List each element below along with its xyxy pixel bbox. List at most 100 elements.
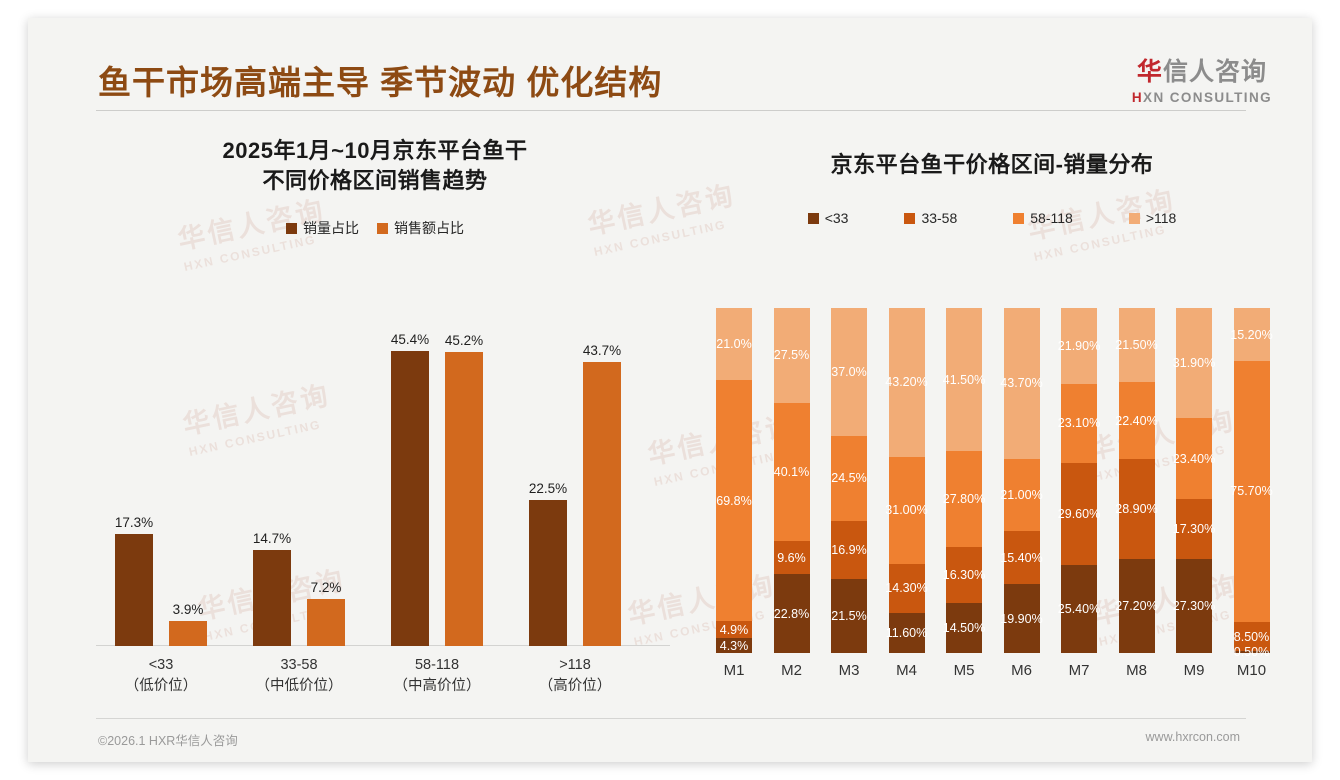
stacked-segment[interactable]: 16.30% <box>943 546 985 604</box>
stacked-segment[interactable]: 8.50% <box>1233 621 1270 652</box>
stacked-bar[interactable]: 21.90% 23.10% 29.60% 25.40% M7 <box>1057 308 1101 679</box>
bar[interactable]: 22.5% <box>529 481 567 646</box>
stacked-bar[interactable]: 41.50% 27.80% 16.30% 14.50% M5 <box>943 308 985 679</box>
bar[interactable]: 45.2% <box>445 333 483 646</box>
stacked-bar[interactable]: 21.0% 69.8% 4.9% 4.3% M1 <box>716 308 752 679</box>
stacked-segment[interactable]: 14.50% <box>943 603 985 653</box>
stacked-segment[interactable]: 22.8% <box>773 574 810 653</box>
stacked-segment[interactable]: 16.9% <box>831 520 867 579</box>
segment-value-label: 24.5% <box>831 471 867 486</box>
stacked-segment[interactable]: 24.5% <box>831 436 867 521</box>
stacked-segment[interactable]: 27.30% <box>1172 558 1216 653</box>
bar-wrapper: 22.5% <box>529 481 567 646</box>
stacked-bar[interactable]: 43.70% 21.00% 15.40% 19.90% M6 <box>1000 308 1043 679</box>
stacked-segment[interactable]: 15.20% <box>1230 308 1273 361</box>
stacked-segment[interactable]: 4.9% <box>716 621 752 639</box>
stacked-segment[interactable]: 21.5% <box>831 578 867 653</box>
segment-value-label: 21.50% <box>1115 338 1158 353</box>
stacked-segment[interactable]: 0.50% <box>1233 645 1270 659</box>
stacked-segment[interactable]: 17.30% <box>1173 499 1215 559</box>
bar[interactable]: 7.2% <box>307 580 345 646</box>
stacked-segment[interactable]: 21.0% <box>716 308 752 381</box>
legend-item[interactable]: 销量占比 <box>286 218 359 238</box>
segment-value-label: 40.1% <box>773 465 810 480</box>
bar[interactable]: 45.4% <box>391 332 429 646</box>
bar-wrapper: 17.3% <box>115 515 153 646</box>
bar-wrapper: 43.7% <box>583 343 621 646</box>
bar-wrapper: 14.7% <box>253 531 291 646</box>
x-axis-label: M6 <box>1011 662 1032 679</box>
legend-swatch-icon <box>904 212 916 224</box>
stacked-segment[interactable]: 19.90% <box>1000 584 1043 653</box>
bar[interactable]: 14.7% <box>253 531 291 646</box>
x-axis-label: M4 <box>896 662 917 679</box>
stacked-segment[interactable]: 28.90% <box>1115 459 1158 560</box>
stacked-segment[interactable]: 69.8% <box>716 380 752 622</box>
x-axis-label: M7 <box>1068 662 1090 679</box>
segment-value-label: 23.10% <box>1057 416 1101 431</box>
legend-label: 33-58 <box>921 210 958 226</box>
stacked-segment[interactable]: 41.50% <box>943 308 985 452</box>
stacked-segment[interactable]: 29.60% <box>1058 463 1100 566</box>
legend-item[interactable]: <33 <box>807 210 848 226</box>
legend-item[interactable]: 销售额占比 <box>377 218 464 238</box>
segment-value-label: 22.40% <box>1115 413 1158 428</box>
segment-value-label: 28.90% <box>1115 502 1158 517</box>
stacked-bar[interactable]: 27.5% 40.1% 9.6% 22.8% M2 <box>773 308 810 679</box>
stacked-segment[interactable]: 37.0% <box>831 308 867 437</box>
left-chart-title-line1: 2025年1月~10月京东平台鱼干 <box>222 138 528 163</box>
stacked-segment[interactable]: 9.6% <box>773 541 810 575</box>
page-title: 鱼干市场高端主导 季节波动 优化结构 <box>98 64 663 101</box>
stacked-segment[interactable]: 27.80% <box>943 451 985 547</box>
stacked-segment[interactable]: 15.40% <box>1000 531 1043 585</box>
segment-value-label: 14.30% <box>885 581 928 596</box>
stacked-segment[interactable]: 22.40% <box>1115 382 1158 460</box>
stacked-segment[interactable]: 14.30% <box>885 563 928 614</box>
bar-value-label: 45.2% <box>444 333 484 349</box>
stacked-segment[interactable]: 21.00% <box>1000 458 1043 532</box>
stacked-segment[interactable]: 27.20% <box>1115 559 1158 653</box>
bar[interactable]: 3.9% <box>169 602 207 646</box>
stacked-bar[interactable]: 37.0% 24.5% 16.9% 21.5% M3 <box>831 308 867 679</box>
stacked-segment[interactable]: 43.70% <box>1000 308 1043 459</box>
x-axis-label: M2 <box>781 662 802 679</box>
legend-item[interactable]: 33-58 <box>904 210 957 226</box>
stacked-segment[interactable]: 4.3% <box>716 638 752 653</box>
right-chart-title: 京东平台鱼干价格区间-销量分布 <box>830 152 1154 177</box>
category-label-main: 58-118 <box>414 657 460 673</box>
legend-item[interactable]: >118 <box>1128 210 1177 226</box>
bar-value-label: 43.7% <box>582 342 622 358</box>
bar-value-label: 14.7% <box>252 531 292 547</box>
legend-item[interactable]: 58-118 <box>1013 210 1073 226</box>
stacked-segment[interactable]: 31.90% <box>1173 308 1215 419</box>
left-chart-panel: 2025年1月~10月京东平台鱼干 不同价格区间销售趋势 销量占比 销售额占比 1… <box>70 136 680 696</box>
segment-value-label: 31.00% <box>885 503 928 518</box>
legend-label: >118 <box>1145 210 1177 226</box>
stacked-segment[interactable]: 21.90% <box>1058 308 1100 384</box>
segment-value-label: 27.30% <box>1172 598 1216 613</box>
stacked-segment[interactable]: 43.20% <box>885 308 928 457</box>
stacked-segment[interactable]: 27.5% <box>773 308 810 403</box>
legend-swatch-icon <box>807 212 819 224</box>
bar[interactable]: 17.3% <box>115 515 153 646</box>
stacked-segment[interactable]: 40.1% <box>773 402 810 542</box>
stacked-bar[interactable]: 31.90% 23.40% 17.30% 27.30% M9 <box>1172 308 1216 679</box>
bar-group: 45.4% 45.2% 58-118 （中高价位） <box>378 321 496 694</box>
stacked-bar[interactable]: 43.20% 31.00% 14.30% 11.60% M4 <box>885 308 928 679</box>
right-chart-legend: <33 33-58 58-118 >118 <box>688 210 1296 226</box>
stacked-bar[interactable]: 15.20% 75.70% 8.50% 0.50% M10 <box>1230 308 1273 679</box>
category-label-main: 33-58 <box>280 657 318 673</box>
stacked-segment[interactable]: 11.60% <box>886 613 927 653</box>
stacked-segment[interactable]: 25.40% <box>1058 565 1100 653</box>
stacked-segment[interactable]: 21.50% <box>1115 308 1158 383</box>
company-logo: 华信人咨询 HXN CONSULTING <box>1132 52 1272 105</box>
segment-value-label: 21.00% <box>1000 488 1043 503</box>
bar[interactable]: 43.7% <box>583 343 621 646</box>
stacked-segment[interactable]: 75.70% <box>1230 360 1273 622</box>
stacked-bar[interactable]: 21.50% 22.40% 28.90% 27.20% M8 <box>1115 308 1158 679</box>
stacked-segment[interactable]: 23.40% <box>1173 418 1215 500</box>
segment-value-label: 0.50% <box>1233 645 1270 660</box>
stacked-segment[interactable]: 31.00% <box>885 456 928 564</box>
category-label: 58-118 （中高价位） <box>378 655 496 697</box>
stacked-segment[interactable]: 23.10% <box>1057 383 1101 464</box>
